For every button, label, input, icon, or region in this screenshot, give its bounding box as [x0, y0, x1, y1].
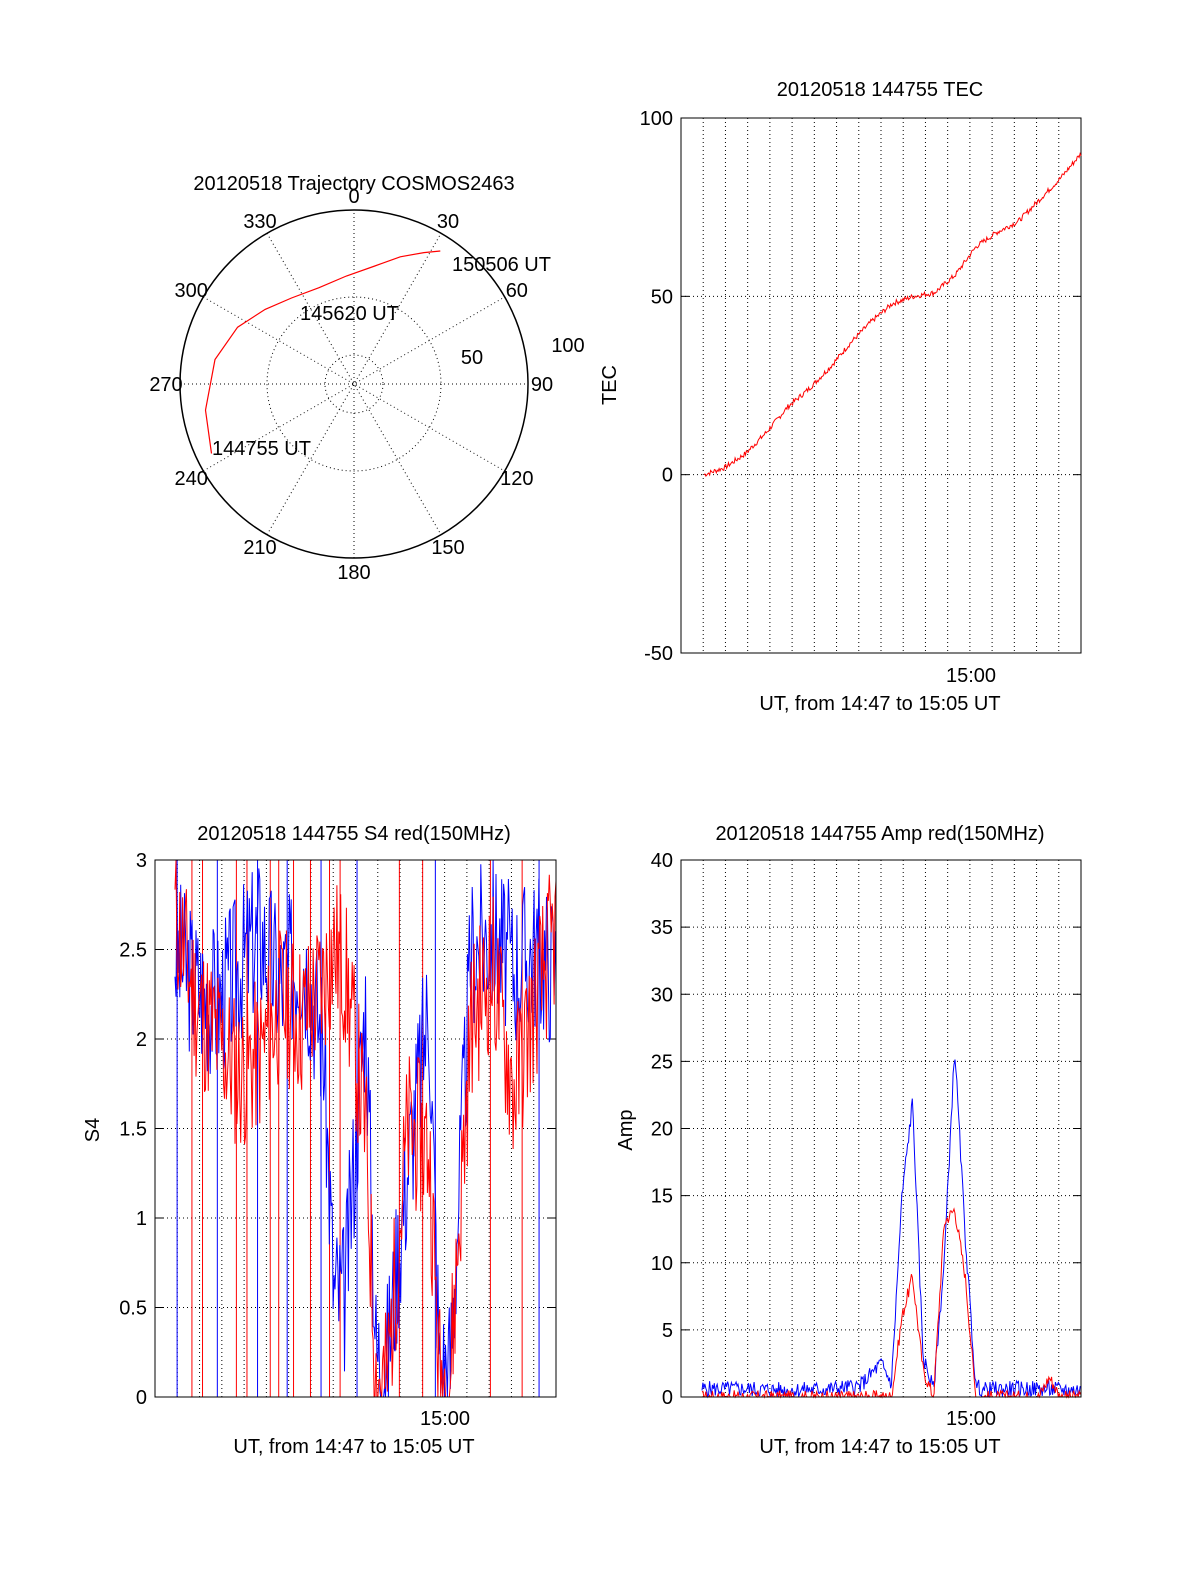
s4-y-tick-labels: 0 0.5 1 1.5 2 2.5 3 — [119, 850, 147, 1409]
amp-y-tick-labels: 0 5 10 15 20 25 30 35 40 — [651, 850, 673, 1409]
s4-y-axis-label: S4 — [82, 1118, 104, 1142]
y-tick-label: -50 — [644, 643, 673, 665]
s4-blue-series-line — [174, 859, 557, 1398]
s4-chart: 20120518 144755 S4 red(150MHz) 0 0.5 1 1.5 2… — [82, 823, 557, 1458]
s4-x-tick-label: 15:00 — [420, 1408, 470, 1430]
y-tick-label: 2 — [136, 1029, 147, 1051]
y-tick-label: 1.5 — [119, 1119, 147, 1141]
azimuth-label: 150 — [431, 537, 464, 559]
azimuth-label: 240 — [174, 468, 207, 490]
y-tick-label: 15 — [651, 1186, 673, 1208]
y-tick-label: 2.5 — [119, 940, 147, 962]
s4-red-series-line — [174, 859, 557, 1398]
amp-plot-frame — [680, 859, 1082, 1398]
azimuth-label: 90 — [531, 374, 553, 396]
y-tick-label: 10 — [651, 1253, 673, 1275]
azimuth-label: 180 — [337, 562, 370, 584]
y-tick-label: 30 — [651, 984, 673, 1006]
amp-chart: 20120518 144755 Amp red(150MHz) 0 5 10 15 20… — [615, 823, 1082, 1458]
s4-plot-frame — [154, 859, 557, 1398]
amp-x-axis-label: UT, from 14:47 to 15:05 UT — [759, 1436, 1000, 1458]
tec-chart: 20120518 144755 TEC -50 0 50 100 15:00 UT, … — [599, 79, 1082, 715]
s4-title: 20120518 144755 S4 red(150MHz) — [197, 823, 511, 845]
azimuth-label: 30 — [437, 211, 459, 233]
tec-series-line — [703, 152, 1082, 477]
radius-label-50: 50 — [461, 347, 483, 369]
tec-title: 20120518 144755 TEC — [777, 79, 983, 101]
azimuth-label: 330 — [243, 211, 276, 233]
amp-grid — [681, 859, 1081, 1398]
azimuth-label: 210 — [243, 537, 276, 559]
trajectory-polar-plot: 20120518 Trajectory COSMOS2463 0 30 60 90 12… — [149, 173, 584, 584]
amp-title: 20120518 144755 Amp red(150MHz) — [715, 823, 1044, 845]
amp-red-series-line — [701, 1207, 1082, 1399]
y-tick-label: 1 — [136, 1208, 147, 1230]
azimuth-label: 270 — [149, 374, 182, 396]
polar-grid — [179, 209, 529, 559]
s4-x-axis-label: UT, from 14:47 to 15:05 UT — [233, 1436, 474, 1458]
y-tick-label: 0.5 — [119, 1298, 147, 1320]
y-tick-label: 100 — [640, 108, 673, 130]
tec-x-tick-label: 15:00 — [946, 665, 996, 687]
trajectory-line — [204, 250, 441, 454]
polar-title: 20120518 Trajectory COSMOS2463 — [193, 173, 514, 195]
azimuth-labels: 0 30 60 90 120 150 180 210 240 270 300 330 — [149, 186, 553, 584]
y-tick-label: 20 — [651, 1119, 673, 1141]
tec-y-tick-labels: -50 0 50 100 — [640, 108, 673, 665]
azimuth-label: 60 — [506, 280, 528, 302]
y-tick-label: 35 — [651, 917, 673, 939]
amp-x-tick-label: 15:00 — [946, 1408, 996, 1430]
polar-ring — [324, 354, 384, 414]
azimuth-label: 300 — [174, 280, 207, 302]
azimuth-label: 120 — [500, 468, 533, 490]
y-tick-label: 40 — [651, 850, 673, 872]
trajectory-end-label: 150506 UT — [452, 254, 551, 276]
tec-y-axis-label: TEC — [599, 365, 621, 405]
amp-blue-series-line — [701, 1059, 1082, 1399]
amp-y-axis-label: Amp — [615, 1109, 637, 1150]
azimuth-label: 0 — [348, 186, 359, 208]
y-tick-label: 3 — [136, 850, 147, 872]
tec-x-axis-label: UT, from 14:47 to 15:05 UT — [759, 693, 1000, 715]
s4-spikes — [176, 860, 540, 1397]
trajectory-mid-label: 145620 UT — [300, 303, 399, 325]
y-tick-label: 0 — [662, 1387, 673, 1409]
y-tick-label: 0 — [136, 1387, 147, 1409]
tec-plot-frame — [680, 117, 1082, 654]
trajectory-start-label: 144755 UT — [212, 438, 311, 460]
tec-grid — [681, 117, 1081, 654]
radius-label-100: 100 — [551, 335, 584, 357]
y-tick-label: 25 — [651, 1051, 673, 1073]
y-tick-label: 5 — [662, 1320, 673, 1342]
y-tick-label: 0 — [662, 465, 673, 487]
y-tick-label: 50 — [651, 286, 673, 308]
